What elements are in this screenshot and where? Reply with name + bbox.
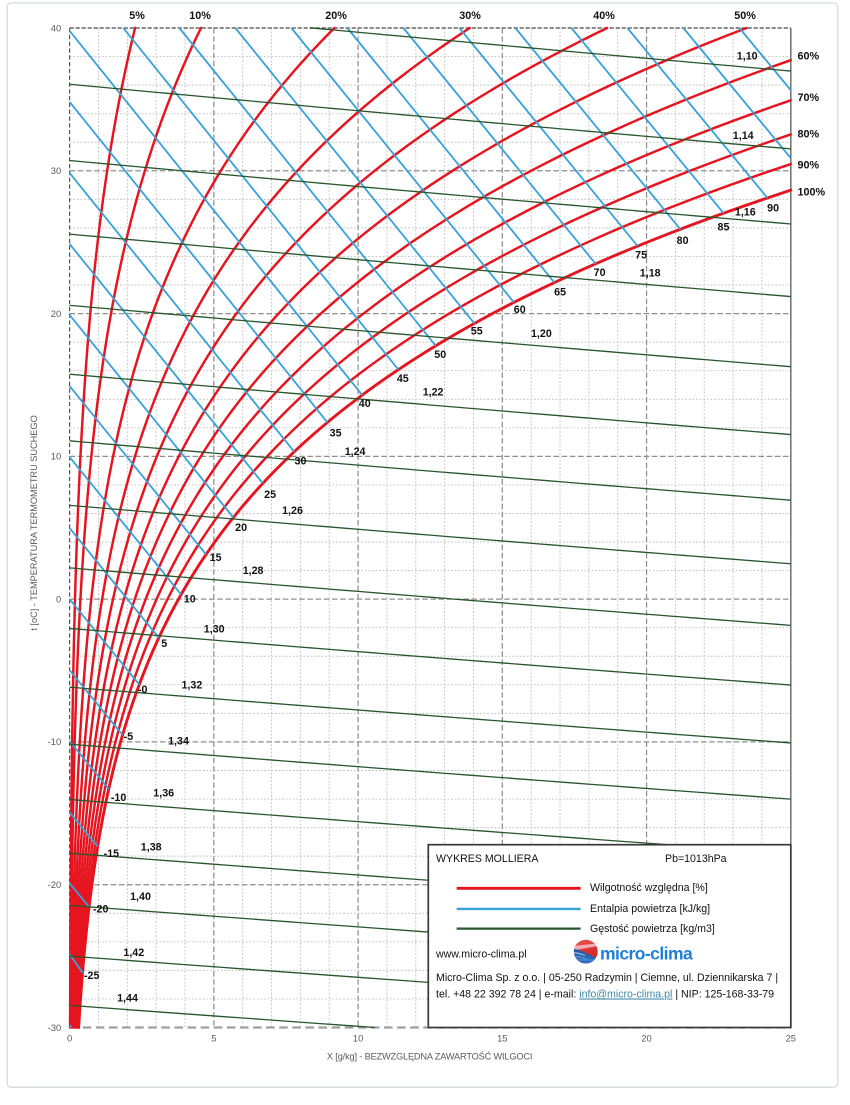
svg-text:Micro-Clima Sp. z o.o. | 05-2: Micro-Clima Sp. z o.o. | 05-250 Radzymin… [436,972,778,984]
svg-text:1,16: 1,16 [735,207,756,219]
svg-text:-5: -5 [124,731,134,743]
svg-text:65: 65 [554,286,566,298]
svg-text:-10: -10 [48,736,62,747]
svg-text:1,30: 1,30 [204,624,225,636]
svg-text:5: 5 [211,1033,216,1044]
svg-text:1,42: 1,42 [123,947,144,959]
svg-text:Gęstość powietrza [kg/m3]: Gęstość powietrza [kg/m3] [590,923,715,935]
svg-text:www.micro-clima.pl: www.micro-clima.pl [435,949,527,961]
svg-text:Wilgotność względna [%]: Wilgotność względna [%] [590,882,708,894]
svg-text:-30: -30 [48,1022,62,1033]
svg-text:35: 35 [330,428,342,440]
svg-text:1,10: 1,10 [737,51,758,63]
svg-text:90: 90 [767,202,779,214]
svg-text:50: 50 [434,349,446,361]
svg-text:1,26: 1,26 [282,505,303,517]
svg-text:1,18: 1,18 [640,268,661,280]
svg-text:15: 15 [497,1033,507,1044]
svg-text:60%: 60% [798,51,820,63]
svg-text:20: 20 [235,522,247,534]
svg-text:tel. +48 22 392 78 24 | e-mail: tel. +48 22 392 78 24 | e-mail: info@mic… [436,989,774,1001]
svg-text:40: 40 [51,22,61,33]
svg-text:1,38: 1,38 [141,841,162,853]
svg-text:1,44: 1,44 [117,993,138,1005]
svg-text:80: 80 [677,235,689,247]
svg-text:-20: -20 [93,904,109,916]
svg-text:micro-clima: micro-clima [600,944,693,964]
svg-text:25: 25 [264,489,276,501]
svg-text:0: 0 [67,1033,72,1044]
svg-text:5%: 5% [129,10,145,22]
svg-text:10: 10 [184,593,196,605]
svg-text:5: 5 [161,638,167,650]
svg-text:100%: 100% [798,186,826,198]
svg-text:1,40: 1,40 [130,891,151,903]
svg-text:55: 55 [471,325,483,337]
svg-text:1,14: 1,14 [733,130,754,142]
svg-text:-15: -15 [104,848,120,860]
svg-text:1,36: 1,36 [153,788,174,800]
svg-text:30%: 30% [459,10,481,22]
svg-text:WYKRES MOLLIERA: WYKRES MOLLIERA [436,853,539,865]
svg-text:1,22: 1,22 [423,387,444,399]
svg-text:t [oC] - TEMPERATURA TERMOMET: t [oC] - TEMPERATURA TERMOMETRU SUCHEGO [29,415,39,630]
svg-text:-25: -25 [84,970,100,982]
svg-text:1,24: 1,24 [345,446,366,458]
svg-text:Entalpia powietrza [kJ/kg]: Entalpia powietrza [kJ/kg] [590,903,710,915]
svg-text:-10: -10 [111,792,127,804]
svg-text:40%: 40% [593,10,615,22]
svg-text:15: 15 [210,552,222,564]
svg-text:30: 30 [295,456,307,468]
svg-text:30: 30 [51,165,61,176]
svg-text:90%: 90% [798,160,820,172]
svg-text:45: 45 [397,373,409,385]
svg-text:85: 85 [718,222,730,234]
svg-text:-0: -0 [138,684,148,696]
svg-text:20%: 20% [325,10,347,22]
svg-text:70: 70 [594,267,606,279]
svg-text:Pb=1013hPa: Pb=1013hPa [665,853,727,865]
svg-text:0: 0 [56,593,61,604]
svg-text:-20: -20 [48,879,62,890]
svg-text:10: 10 [51,451,61,462]
svg-text:X [g/kg] - BEZWZGLĘDNA ZAWARTO: X [g/kg] - BEZWZGLĘDNA ZAWARTOŚĆ WILGOCI [327,1050,532,1061]
svg-text:1,28: 1,28 [243,565,264,577]
svg-text:1,32: 1,32 [181,680,202,692]
svg-text:40: 40 [359,398,371,410]
svg-text:20: 20 [641,1033,651,1044]
svg-text:1,20: 1,20 [531,328,552,340]
svg-text:75: 75 [635,250,647,262]
svg-text:25: 25 [786,1033,796,1044]
svg-text:20: 20 [51,308,61,319]
svg-text:1,34: 1,34 [168,736,189,748]
svg-text:10: 10 [353,1033,363,1044]
svg-text:60: 60 [514,304,526,316]
svg-text:10%: 10% [189,10,211,22]
svg-text:80%: 80% [798,129,820,141]
svg-text:70%: 70% [798,92,820,104]
svg-text:50%: 50% [734,10,756,22]
